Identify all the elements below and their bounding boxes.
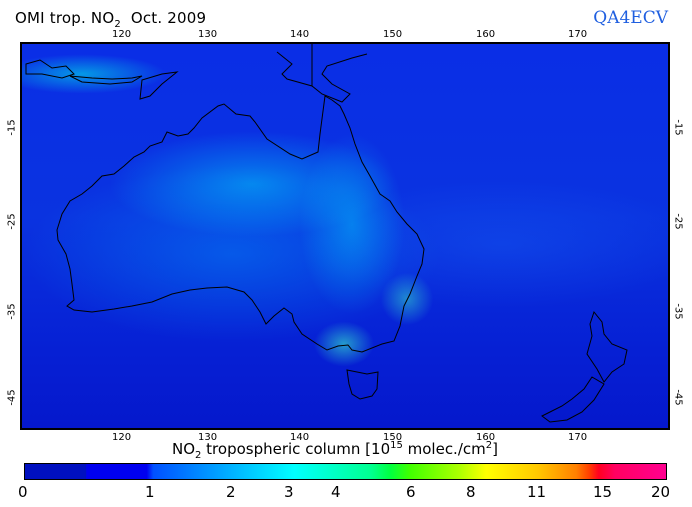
colorbar-label: 8 [466,483,476,501]
lon-tick-top: 170 [568,29,588,40]
lon-tick-bottom: 160 [476,432,496,443]
colorbar-label: 2 [226,483,236,501]
lon-tick-bottom: 140 [290,432,310,443]
lon-tick-bottom: 150 [383,432,403,443]
lat-tick-left: -35 [6,303,18,320]
lon-tick-bottom: 170 [568,432,588,443]
lat-tick-right: -45 [672,389,684,406]
lon-tick-top: 120 [112,29,132,40]
colorbar-label: 4 [331,483,341,501]
map-title: OMI trop. NO2 Oct. 2009 [15,9,207,30]
colorbar-label: 3 [284,483,294,501]
colorbar-label: 6 [406,483,416,501]
coastline-overlay [25,44,628,423]
lon-tick-top: 130 [198,29,218,40]
lon-tick-top: 140 [290,29,310,40]
colorbar-label: 15 [593,483,613,501]
lon-tick-bottom: 130 [198,432,218,443]
lon-tick-top: 150 [383,29,403,40]
colorbar [24,463,667,480]
brand-label: QA4ECV [593,8,668,28]
colorbar-title: NO2 tropospheric column [1015 molec./cm2… [172,440,498,461]
colorbar-label: 11 [527,483,547,501]
lat-tick-left: -25 [6,213,18,230]
no2-map [20,42,670,430]
lat-tick-right: -25 [672,213,684,230]
colorbar-label: 1 [145,483,155,501]
lon-tick-top: 160 [476,29,496,40]
lat-tick-left: -45 [6,389,18,406]
lat-tick-left: -15 [6,119,18,136]
lon-tick-bottom: 120 [112,432,132,443]
colorbar-label: 20 [651,483,671,501]
lat-tick-right: -15 [672,119,684,136]
colorbar-label: 0 [18,483,28,501]
lat-tick-right: -35 [672,303,684,320]
